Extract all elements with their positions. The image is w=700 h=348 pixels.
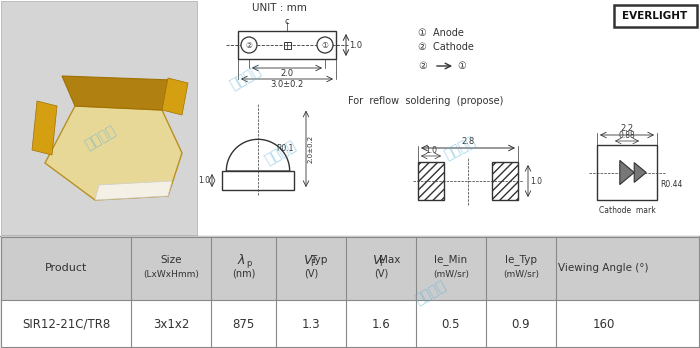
Text: 0.5: 0.5 <box>442 317 461 331</box>
Text: 160: 160 <box>592 317 615 331</box>
Text: 0.9: 0.9 <box>512 317 531 331</box>
Bar <box>597 145 657 200</box>
Polygon shape <box>162 78 188 115</box>
Bar <box>1 236 699 300</box>
Text: 超毅电子: 超毅电子 <box>412 278 448 307</box>
Text: R0.44: R0.44 <box>660 180 682 189</box>
Text: Viewing Angle (°): Viewing Angle (°) <box>559 263 649 273</box>
Polygon shape <box>620 160 634 184</box>
Polygon shape <box>226 139 290 171</box>
Text: 1.0: 1.0 <box>425 146 437 155</box>
Polygon shape <box>634 163 646 182</box>
Text: V: V <box>372 253 380 267</box>
Text: 0.88: 0.88 <box>619 131 636 140</box>
Text: SIR12-21C/TR8: SIR12-21C/TR8 <box>22 317 110 331</box>
Text: 3x1x2: 3x1x2 <box>153 317 189 331</box>
Bar <box>492 162 518 200</box>
Text: ②  Cathode: ② Cathode <box>418 42 474 52</box>
Text: (V): (V) <box>374 269 388 279</box>
Polygon shape <box>32 101 57 155</box>
Circle shape <box>317 37 333 53</box>
Text: 2.0: 2.0 <box>281 69 293 78</box>
Text: 2.2: 2.2 <box>620 124 634 133</box>
Text: (V): (V) <box>304 269 318 279</box>
Text: 超毅电子: 超毅电子 <box>262 139 298 167</box>
Bar <box>1 1 197 235</box>
Text: UNIT : mm: UNIT : mm <box>252 3 307 13</box>
Text: 超毅电子: 超毅电子 <box>442 134 478 162</box>
Bar <box>0 236 700 348</box>
Bar <box>284 41 290 48</box>
Bar <box>0 0 700 236</box>
Bar <box>1 301 699 347</box>
Text: (mW/sr): (mW/sr) <box>433 269 469 278</box>
Text: EVERLIGHT: EVERLIGHT <box>622 11 687 21</box>
Text: 1.0: 1.0 <box>349 40 362 49</box>
Text: (mW/sr): (mW/sr) <box>503 269 539 278</box>
Text: ①: ① <box>321 40 328 49</box>
Text: V: V <box>302 253 312 267</box>
Bar <box>238 31 336 59</box>
Text: 1.0: 1.0 <box>530 176 542 185</box>
Text: p: p <box>246 259 251 268</box>
Bar <box>222 171 294 190</box>
Text: Ie_Min: Ie_Min <box>435 254 468 266</box>
Text: c: c <box>285 17 289 26</box>
Text: ②: ② <box>246 40 253 49</box>
Bar <box>1 237 699 347</box>
Text: 超毅电子: 超毅电子 <box>227 64 263 93</box>
Bar <box>614 5 697 27</box>
Text: ①: ① <box>457 61 466 71</box>
Text: 2.0±0.2: 2.0±0.2 <box>308 135 314 163</box>
Text: 1.0: 1.0 <box>198 176 210 185</box>
Text: Size: Size <box>160 255 182 265</box>
Text: (LxWxHmm): (LxWxHmm) <box>143 269 199 278</box>
Text: F: F <box>379 259 384 268</box>
Text: ②: ② <box>418 61 427 71</box>
Text: Product: Product <box>45 263 88 273</box>
Text: Ie_Typ: Ie_Typ <box>505 254 537 266</box>
Text: 超毅电子: 超毅电子 <box>82 124 118 152</box>
Polygon shape <box>45 106 182 200</box>
Text: (nm): (nm) <box>232 269 256 279</box>
Polygon shape <box>62 76 172 110</box>
Text: For  reflow  soldering  (propose): For reflow soldering (propose) <box>348 96 503 106</box>
Text: 3.0±0.2: 3.0±0.2 <box>270 80 304 89</box>
Text: Typ: Typ <box>310 255 328 265</box>
Text: 1.6: 1.6 <box>372 317 391 331</box>
Text: Cathode  mark: Cathode mark <box>598 206 655 215</box>
Text: 2.8: 2.8 <box>461 137 475 146</box>
Text: 875: 875 <box>232 317 255 331</box>
Polygon shape <box>95 181 172 200</box>
Bar <box>418 162 444 200</box>
Text: F: F <box>311 259 316 268</box>
Bar <box>597 145 657 200</box>
Text: Max: Max <box>379 255 400 265</box>
Text: 1.3: 1.3 <box>302 317 321 331</box>
Text: ①  Anode: ① Anode <box>418 28 464 38</box>
Text: R0.1: R0.1 <box>276 144 293 153</box>
Circle shape <box>241 37 257 53</box>
Text: λ: λ <box>238 253 245 267</box>
